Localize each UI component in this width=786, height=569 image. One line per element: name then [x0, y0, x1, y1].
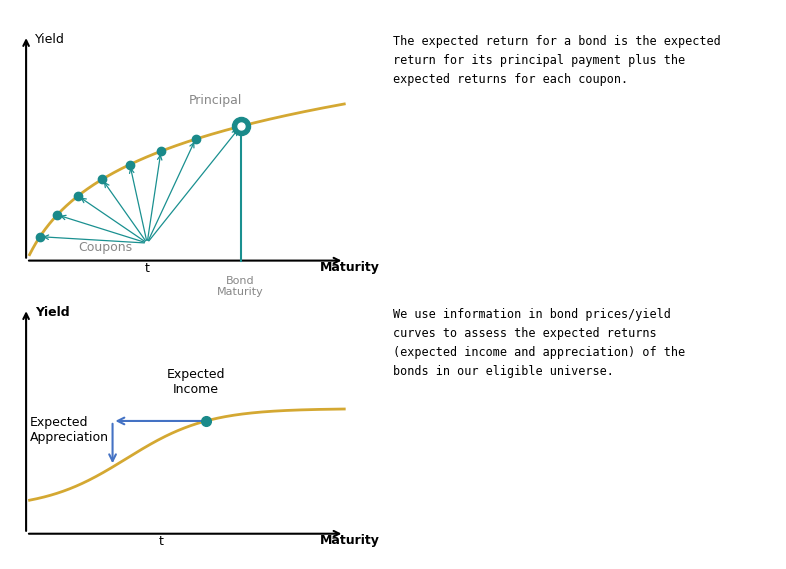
Text: Expected
Appreciation: Expected Appreciation	[30, 416, 108, 444]
Text: Principal: Principal	[189, 94, 242, 107]
Text: t: t	[145, 262, 149, 275]
Text: Yield: Yield	[35, 306, 69, 319]
Text: Bond
Maturity: Bond Maturity	[217, 275, 264, 297]
Text: We use information in bond prices/yield
curves to assess the expected returns
(e: We use information in bond prices/yield …	[393, 308, 685, 378]
Text: Yield: Yield	[35, 33, 64, 46]
Text: The expected return for a bond is the expected
return for its principal payment : The expected return for a bond is the ex…	[393, 35, 721, 86]
Text: t: t	[159, 535, 163, 548]
Text: Maturity: Maturity	[320, 261, 380, 274]
Text: Maturity: Maturity	[320, 534, 380, 547]
Text: Expected
Income: Expected Income	[167, 368, 225, 396]
Text: Coupons: Coupons	[78, 241, 132, 254]
